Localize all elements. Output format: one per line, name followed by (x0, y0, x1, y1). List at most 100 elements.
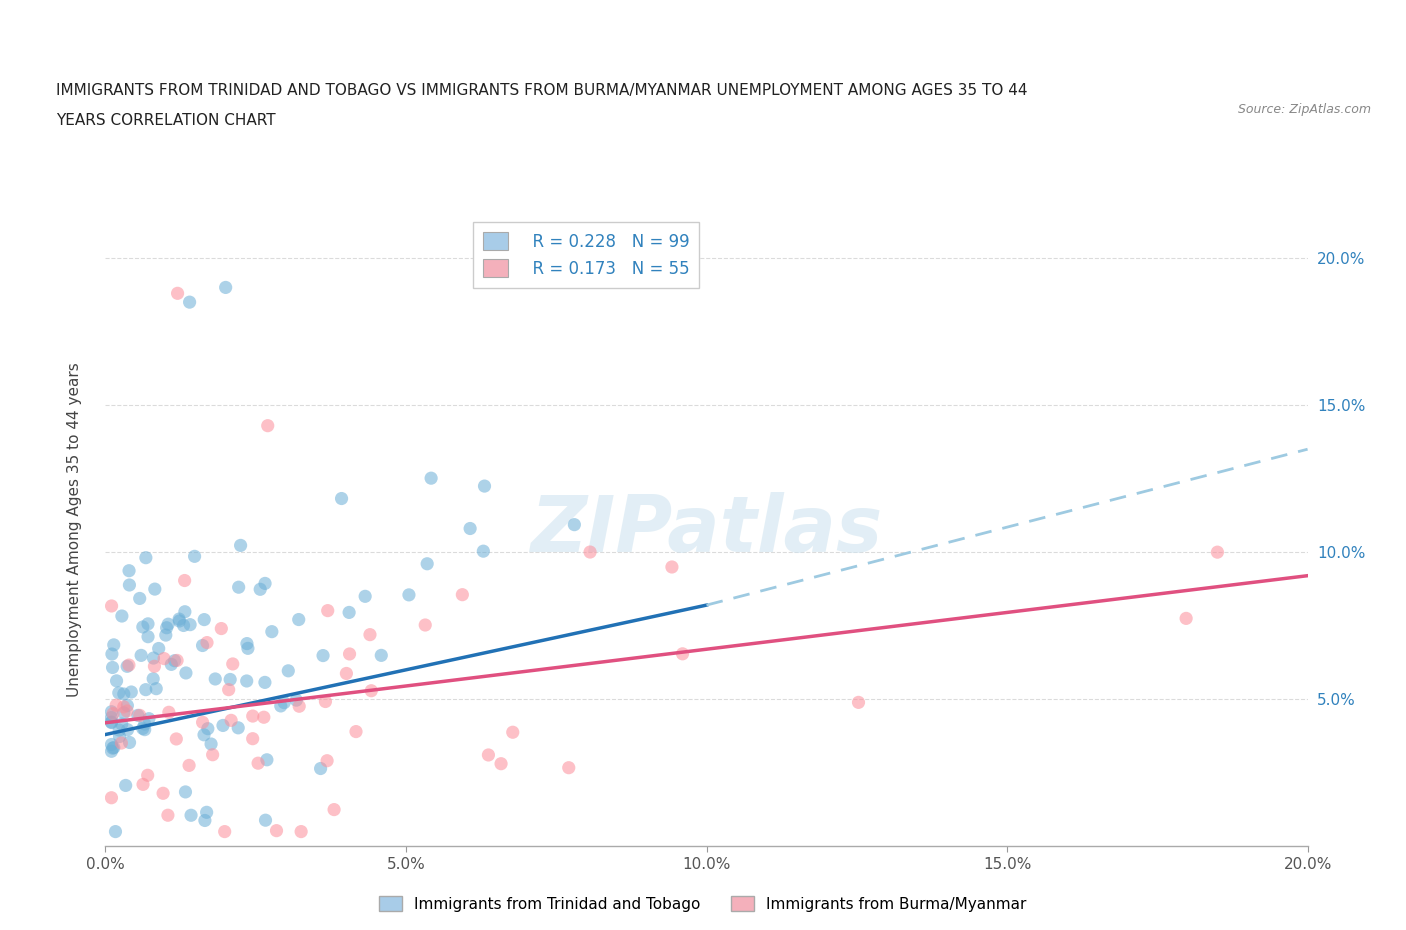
Point (131, 721, 153, 736)
Point (330, 491, 353, 506)
Point (277, 663, 299, 678)
Point (100, 599, 122, 614)
Point (242, 709, 264, 724)
Point (118, 578, 141, 592)
Point (219, 713, 242, 728)
Point (285, 693, 308, 708)
Point (135, 551, 157, 565)
Point (136, 630, 159, 644)
Text: Source: ZipAtlas.com: Source: ZipAtlas.com (1237, 103, 1371, 116)
Point (100, 711, 122, 725)
Point (193, 612, 215, 627)
Point (671, 646, 693, 661)
Point (177, 758, 200, 773)
Point (273, 696, 295, 711)
Point (228, 579, 250, 594)
Point (344, 724, 367, 739)
Point (101, 660, 124, 675)
Point (226, 721, 249, 736)
Legend:   R = 0.228   N = 99,   R = 0.173   N = 55: R = 0.228 N = 99, R = 0.173 N = 55 (474, 222, 699, 288)
Point (236, 636, 259, 651)
Y-axis label: Unemployment Among Ages 35 to 44 years: Unemployment Among Ages 35 to 44 years (67, 363, 82, 698)
Point (110, 736, 132, 751)
Point (100, 744, 122, 759)
Point (127, 708, 149, 723)
Point (247, 756, 270, 771)
Point (323, 803, 346, 817)
Point (152, 786, 174, 801)
Point (209, 621, 232, 636)
Point (200, 737, 222, 751)
Point (157, 617, 180, 631)
Point (142, 651, 165, 666)
Point (128, 708, 150, 723)
Point (194, 813, 217, 828)
Point (287, 612, 309, 627)
Point (229, 538, 252, 552)
Point (339, 646, 361, 661)
Point (138, 711, 160, 726)
Point (166, 653, 188, 668)
Point (112, 686, 135, 701)
Point (156, 808, 179, 823)
Point (101, 646, 124, 661)
Point (195, 804, 218, 819)
Point (174, 666, 197, 681)
Point (174, 785, 197, 800)
Point (145, 682, 167, 697)
Point (101, 740, 124, 755)
Point (108, 729, 131, 744)
Point (105, 673, 128, 688)
Point (115, 658, 138, 673)
Point (489, 756, 512, 771)
Point (558, 760, 581, 775)
Point (214, 280, 236, 295)
Point (117, 698, 139, 713)
Point (204, 671, 226, 686)
Point (360, 684, 382, 698)
Point (103, 637, 125, 652)
Point (117, 723, 139, 737)
Point (256, 752, 278, 767)
Point (173, 618, 195, 633)
Point (214, 824, 236, 839)
Point (254, 576, 277, 591)
Point (266, 823, 288, 838)
Point (100, 737, 122, 752)
Point (335, 666, 357, 681)
Point (132, 777, 155, 791)
Point (165, 732, 187, 747)
Point (173, 604, 195, 619)
Point (197, 722, 219, 737)
Point (107, 685, 129, 700)
Point (219, 672, 242, 687)
Point (218, 683, 240, 698)
Point (135, 683, 157, 698)
Point (179, 295, 201, 310)
Text: YEARS CORRELATION CHART: YEARS CORRELATION CHART (56, 113, 276, 128)
Point (143, 658, 166, 673)
Point (105, 698, 128, 712)
Point (222, 657, 245, 671)
Point (416, 556, 439, 571)
Point (166, 286, 188, 300)
Point (157, 705, 180, 720)
Point (167, 612, 190, 627)
Point (579, 545, 602, 560)
Point (661, 560, 683, 575)
Point (316, 753, 339, 768)
Point (474, 479, 496, 494)
Point (111, 608, 134, 623)
Point (288, 698, 311, 713)
Point (451, 587, 474, 602)
Point (848, 695, 870, 710)
Point (136, 617, 159, 631)
Point (118, 658, 141, 672)
Point (191, 638, 214, 653)
Point (112, 699, 135, 714)
Point (132, 619, 155, 634)
Point (143, 581, 166, 596)
Point (118, 564, 141, 578)
Point (256, 418, 278, 433)
Point (120, 684, 142, 699)
